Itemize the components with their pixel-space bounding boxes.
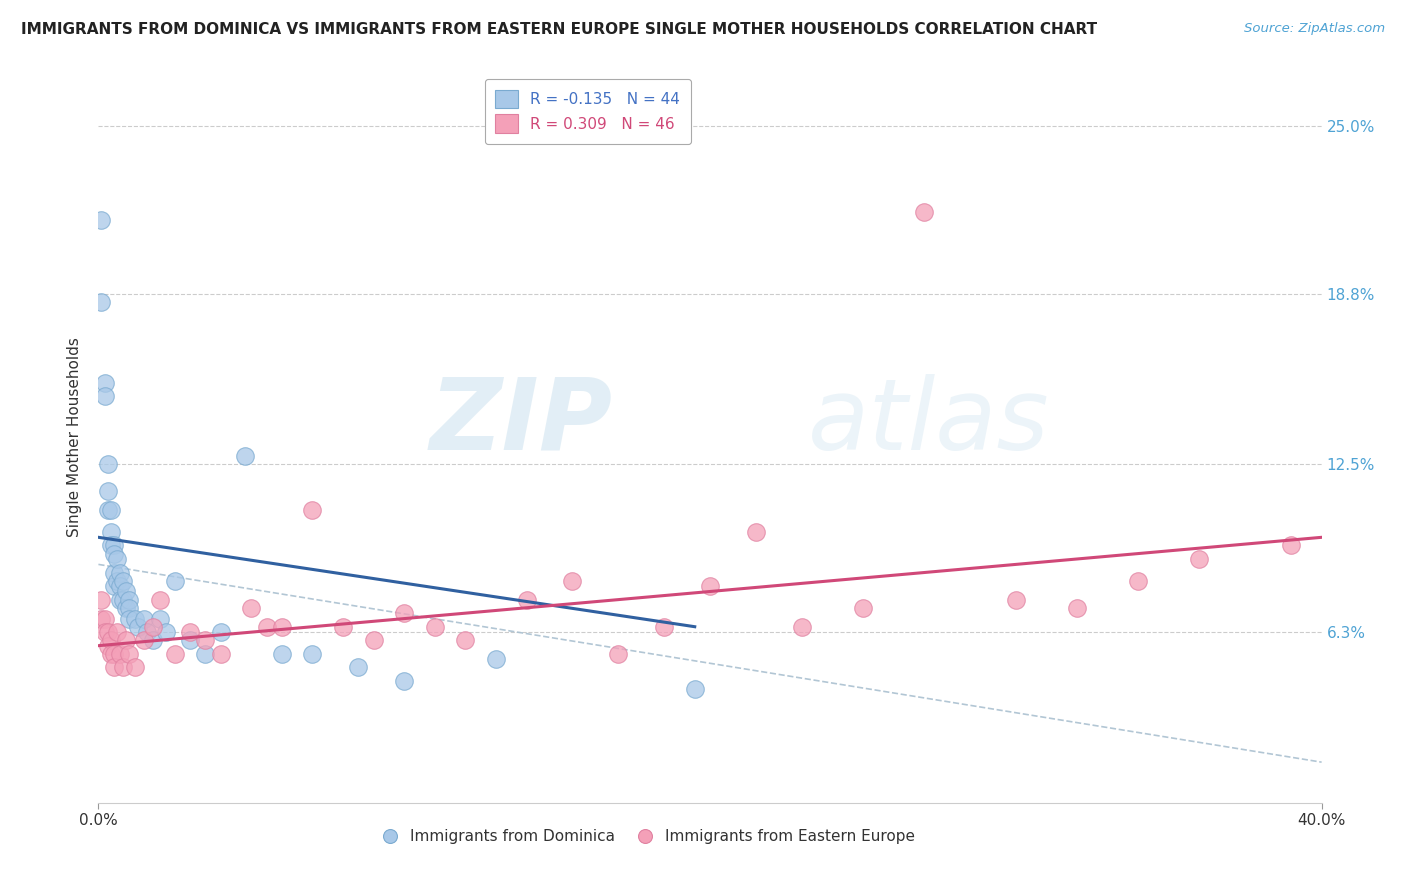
Point [516, 592, 538, 607]
Point [194, 647, 217, 661]
Point [163, 647, 186, 661]
Point [347, 660, 370, 674]
Point [134, 611, 156, 625]
Point [256, 620, 278, 634]
Point [607, 647, 630, 661]
Y-axis label: Single Mother Households: Single Mother Households [67, 337, 83, 537]
Point [561, 574, 583, 588]
Point [108, 592, 131, 607]
Point [103, 647, 125, 661]
Point [209, 625, 232, 640]
Point [90, 294, 112, 309]
Point [97, 484, 120, 499]
Point [1004, 592, 1026, 607]
Point [790, 620, 813, 634]
Point [97, 625, 120, 640]
Point [118, 592, 141, 607]
Point [392, 673, 416, 688]
Point [90, 611, 112, 625]
Point [179, 633, 201, 648]
Point [93, 389, 115, 403]
Point [683, 681, 706, 696]
Legend: Immigrants from Dominica, Immigrants from Eastern Europe: Immigrants from Dominica, Immigrants fro… [377, 822, 921, 850]
Point [134, 633, 156, 648]
Point [209, 647, 232, 661]
Point [332, 620, 354, 634]
Point [142, 620, 165, 634]
Point [163, 574, 186, 588]
Point [149, 611, 172, 625]
Point [155, 625, 177, 640]
Point [301, 503, 323, 517]
Point [270, 647, 292, 661]
Point [93, 625, 115, 640]
Point [852, 600, 875, 615]
Point [423, 620, 446, 634]
Point [301, 647, 323, 661]
Point [108, 647, 131, 661]
Point [270, 620, 292, 634]
Point [100, 538, 122, 552]
Point [103, 579, 125, 593]
Point [233, 449, 256, 463]
Point [93, 376, 115, 390]
Point [103, 660, 125, 674]
Point [652, 620, 675, 634]
Point [118, 611, 141, 625]
Point [485, 652, 508, 666]
Point [97, 457, 120, 471]
Point [90, 592, 112, 607]
Point [1279, 538, 1302, 552]
Point [136, 625, 159, 640]
Point [100, 633, 122, 648]
Point [118, 600, 141, 615]
Point [97, 503, 120, 517]
Point [100, 503, 122, 517]
Point [392, 606, 416, 620]
Point [105, 552, 128, 566]
Point [90, 213, 112, 227]
Point [105, 574, 128, 588]
Point [97, 639, 120, 653]
Point [179, 625, 201, 640]
Text: atlas: atlas [808, 374, 1049, 471]
Point [111, 592, 134, 607]
Point [1128, 574, 1150, 588]
Point [127, 620, 149, 634]
Point [1188, 552, 1211, 566]
Point [454, 633, 477, 648]
Point [103, 547, 125, 561]
Point [194, 633, 217, 648]
Point [912, 205, 935, 219]
Text: IMMIGRANTS FROM DOMINICA VS IMMIGRANTS FROM EASTERN EUROPE SINGLE MOTHER HOUSEHO: IMMIGRANTS FROM DOMINICA VS IMMIGRANTS F… [21, 22, 1097, 37]
Text: Source: ZipAtlas.com: Source: ZipAtlas.com [1244, 22, 1385, 36]
Point [100, 524, 122, 539]
Point [115, 600, 138, 615]
Point [93, 611, 115, 625]
Point [108, 579, 131, 593]
Point [124, 611, 146, 625]
Point [745, 524, 768, 539]
Point [149, 592, 172, 607]
Point [103, 566, 125, 580]
Point [124, 660, 146, 674]
Point [105, 625, 128, 640]
Point [111, 660, 134, 674]
Point [142, 633, 165, 648]
Point [111, 574, 134, 588]
Point [699, 579, 721, 593]
Point [1066, 600, 1088, 615]
Point [103, 538, 125, 552]
Text: ZIP: ZIP [429, 374, 612, 471]
Point [100, 647, 122, 661]
Point [115, 584, 138, 599]
Point [108, 566, 131, 580]
Point [363, 633, 385, 648]
Point [118, 647, 141, 661]
Point [240, 600, 263, 615]
Point [115, 633, 138, 648]
